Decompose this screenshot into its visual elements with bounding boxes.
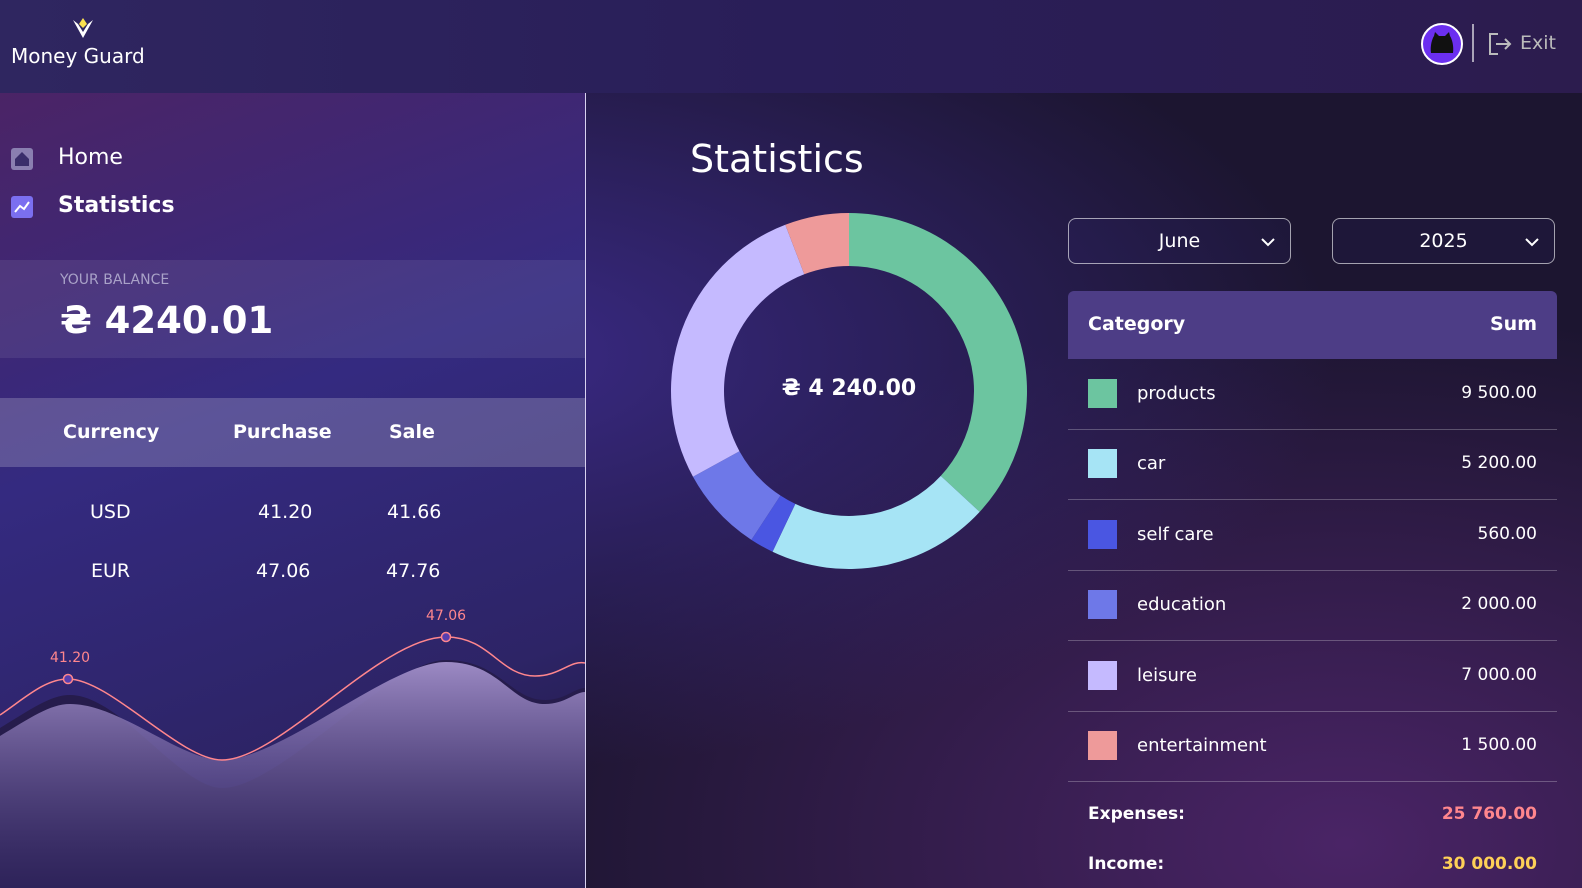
category-sum: 560.00: [1477, 523, 1537, 544]
nav-item[interactable]: Statistics: [58, 193, 175, 218]
donut-segment: [751, 495, 796, 552]
donut-segment: [671, 224, 805, 477]
avatar[interactable]: [1420, 22, 1464, 66]
category-sum: 1 500.00: [1461, 735, 1537, 755]
purchase: 41.20: [258, 501, 313, 523]
table-header: [1068, 291, 1557, 359]
expenses-amount: 25 760.00: [1441, 804, 1537, 824]
rate-point: [62, 673, 74, 685]
chevron: [1525, 238, 1539, 247]
stats-icon[interactable]: [11, 196, 33, 218]
logo-text: Money Guard: [11, 44, 145, 68]
row-separator: [1068, 710, 1557, 712]
balance-title: YOUR BALANCE: [60, 272, 170, 288]
category-sum: 5 200.00: [1461, 453, 1537, 474]
donut-segment: [785, 213, 849, 275]
page-title: Statistics: [690, 137, 864, 181]
swatch: [1088, 590, 1117, 620]
month: June: [1158, 230, 1201, 252]
logo-icon: [73, 18, 93, 38]
category-name: car: [1137, 453, 1166, 475]
rates-heading: Purchase: [233, 421, 332, 443]
category-sum: 9 500.00: [1461, 383, 1537, 403]
swatch: [1088, 660, 1117, 690]
income-label: Income:: [1088, 854, 1165, 874]
row-separator: [1068, 499, 1557, 501]
balance-amount: ₴ 4240.01: [60, 299, 274, 342]
expenses-label: Expenses:: [1088, 804, 1185, 824]
currency: USD: [90, 501, 131, 523]
month-select[interactable]: June: [1068, 218, 1291, 264]
balance-panel: [0, 260, 585, 358]
divider: [1472, 24, 1474, 62]
table-heading: Category: [1088, 313, 1186, 335]
category-name: products: [1137, 383, 1216, 404]
row-separator: [1068, 429, 1557, 430]
category-sum: 2 000.00: [1461, 594, 1537, 615]
donut-total: ₴ 4 240.00: [781, 376, 917, 401]
rate-chart: 41.20 47.06: [0, 608, 585, 888]
donut-segment: [693, 451, 781, 540]
chevron: [1261, 238, 1275, 247]
donut-chart: [671, 213, 1027, 569]
sale: 47.76: [386, 560, 441, 582]
category-name: entertainment: [1137, 735, 1267, 756]
nav-item[interactable]: Home: [58, 145, 123, 170]
donut-segment: [849, 213, 1027, 512]
exit[interactable]: Exit: [1520, 32, 1556, 54]
purchase: 47.06: [256, 560, 311, 582]
swatch: [1088, 449, 1117, 479]
income-amount: 30 000.00: [1441, 854, 1537, 874]
rate-point: [440, 631, 452, 643]
swatch: [1088, 519, 1117, 549]
area: [0, 662, 585, 888]
rate-point-label: 41.20: [50, 650, 90, 666]
home-icon[interactable]: [11, 148, 33, 170]
row-separator: [1068, 569, 1557, 571]
donut-segment: [772, 475, 980, 569]
swatch: [1088, 379, 1117, 408]
rates-heading: Sale: [389, 421, 435, 443]
category-name: self care: [1137, 523, 1214, 545]
category-sum: 7 000.00: [1461, 664, 1537, 685]
rates-heading: Currency: [63, 421, 160, 443]
row-separator: [1068, 781, 1557, 782]
header: Money Guard Exit: [0, 0, 1582, 93]
table-heading: Sum: [1489, 313, 1537, 335]
rates-header: [0, 398, 585, 467]
exit-icon[interactable]: [1487, 31, 1513, 57]
row-separator: [1068, 640, 1557, 642]
category-name: leisure: [1137, 664, 1197, 686]
swatch: [1088, 731, 1117, 760]
currency: EUR: [91, 560, 131, 582]
year: 2025: [1419, 230, 1468, 252]
category-name: education: [1137, 594, 1227, 616]
sale: 41.66: [387, 501, 442, 523]
rate-point-label: 47.06: [426, 608, 466, 624]
year-select[interactable]: 2025: [1332, 218, 1555, 264]
